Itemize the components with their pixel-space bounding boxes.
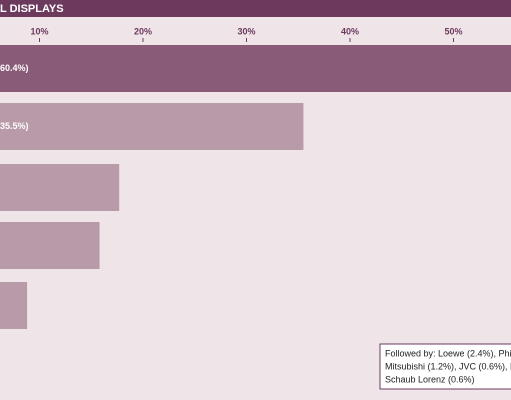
annotation-line: Schaub Lorenz (0.6%) bbox=[385, 374, 475, 384]
x-tick-label: 20% bbox=[134, 26, 152, 36]
x-tick-label: 40% bbox=[341, 26, 359, 36]
x-tick-label: 30% bbox=[237, 26, 255, 36]
chart-title: L DISPLAYS bbox=[0, 3, 64, 15]
value-label: 35.5%) bbox=[0, 121, 29, 131]
x-tick-label: 50% bbox=[444, 26, 462, 36]
bar bbox=[0, 222, 100, 269]
bar bbox=[0, 164, 120, 211]
header-bar bbox=[0, 0, 511, 17]
value-label: 60.4%) bbox=[0, 63, 29, 73]
x-tick-label: 10% bbox=[30, 26, 48, 36]
bar bbox=[0, 282, 28, 329]
annotation-box bbox=[379, 343, 511, 390]
bar bbox=[0, 45, 511, 92]
annotation-line: Mitsubishi (1.2%), JVC (0.6%), N bbox=[385, 361, 511, 371]
annotation-line: Followed by: Loewe (2.4%), Phil bbox=[385, 348, 511, 358]
bar bbox=[0, 103, 304, 150]
